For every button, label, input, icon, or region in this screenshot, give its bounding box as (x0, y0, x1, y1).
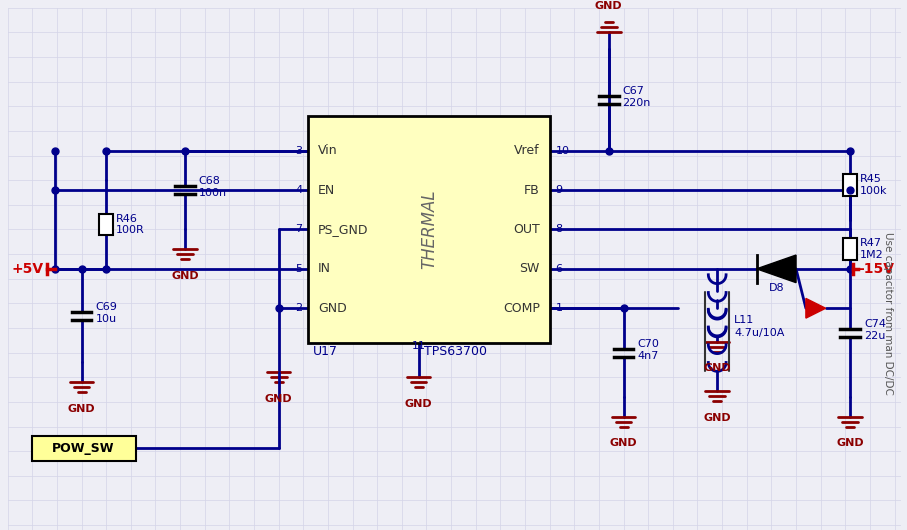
Text: EN: EN (318, 183, 336, 197)
Text: 10u: 10u (95, 314, 116, 324)
Bar (844, 174, 857, 196)
Text: 4.7u/10A: 4.7u/10A (734, 328, 785, 338)
Text: 22u: 22u (864, 331, 885, 341)
Text: R47: R47 (860, 238, 883, 248)
Text: GND: GND (405, 399, 433, 409)
Text: 220n: 220n (622, 98, 651, 108)
Text: 100k: 100k (860, 186, 888, 196)
Text: C69: C69 (95, 302, 117, 312)
Text: TPS63700: TPS63700 (424, 344, 487, 358)
Text: GND: GND (704, 413, 731, 423)
Text: 4n7: 4n7 (638, 350, 658, 360)
Text: +5V: +5V (11, 262, 44, 276)
Text: 8: 8 (556, 224, 562, 234)
Text: 3: 3 (296, 146, 302, 156)
Text: 11: 11 (412, 341, 425, 351)
Text: 1M2: 1M2 (860, 250, 883, 260)
Text: POW_SW: POW_SW (53, 441, 115, 455)
Text: 2: 2 (295, 303, 302, 313)
Text: GND: GND (836, 438, 864, 448)
Text: GND: GND (318, 302, 346, 315)
Polygon shape (756, 255, 796, 282)
Text: C68: C68 (199, 176, 220, 186)
Text: Vref: Vref (514, 144, 540, 157)
Text: 5: 5 (296, 264, 302, 274)
Text: C70: C70 (638, 339, 659, 349)
Text: GND: GND (595, 1, 622, 11)
Text: 1: 1 (556, 303, 562, 313)
Text: GND: GND (68, 404, 95, 414)
Text: 7: 7 (295, 224, 302, 234)
Text: D8: D8 (768, 282, 785, 293)
Text: GND: GND (704, 364, 731, 374)
Text: 9: 9 (556, 185, 562, 195)
Text: 100R: 100R (116, 225, 145, 235)
Text: 6: 6 (556, 264, 562, 274)
Text: GND: GND (171, 271, 199, 281)
Text: U17: U17 (313, 344, 338, 358)
Text: THERMAL: THERMAL (420, 190, 438, 269)
Text: PS_GND: PS_GND (318, 223, 368, 236)
Text: L11: L11 (734, 315, 755, 325)
Bar (99, 214, 113, 235)
Text: GND: GND (265, 394, 292, 404)
Polygon shape (806, 298, 825, 318)
Text: GND: GND (610, 438, 638, 448)
Bar (33, 436, 136, 461)
Text: FB: FB (524, 183, 540, 197)
Text: 4: 4 (295, 185, 302, 195)
Text: R46: R46 (116, 214, 138, 224)
Text: 10: 10 (556, 146, 570, 156)
Text: R45: R45 (860, 174, 882, 184)
Text: COMP: COMP (503, 302, 540, 315)
Text: SW: SW (520, 262, 540, 276)
Text: -15V: -15V (858, 262, 894, 276)
Text: Use capacitor from man DC/DC: Use capacitor from man DC/DC (883, 232, 892, 395)
Bar (308, 116, 550, 343)
Text: C74: C74 (864, 319, 886, 329)
Bar (844, 238, 857, 260)
Text: OUT: OUT (513, 223, 540, 236)
Text: 100n: 100n (199, 188, 227, 198)
Text: C67: C67 (622, 86, 645, 96)
Text: IN: IN (318, 262, 331, 276)
Text: Vin: Vin (318, 144, 337, 157)
